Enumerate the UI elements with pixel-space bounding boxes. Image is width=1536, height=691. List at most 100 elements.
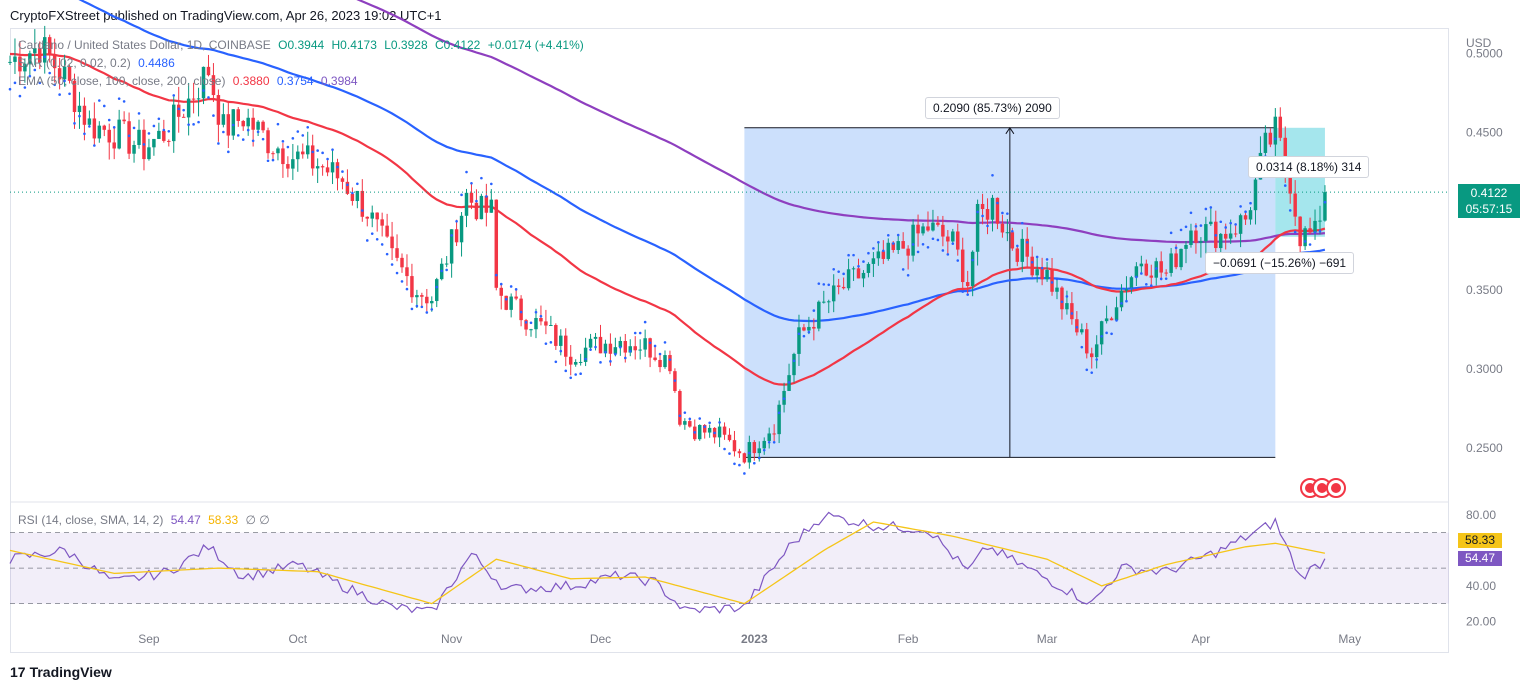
- sar-dot: [177, 107, 181, 111]
- sar-dot: [53, 83, 56, 87]
- sar-dot: [142, 143, 146, 146]
- candle-body: [1263, 132, 1268, 153]
- candle-body: [1050, 269, 1054, 292]
- candle-body: [360, 190, 365, 217]
- candle-body: [648, 338, 652, 358]
- sar-value: 0.4486: [138, 56, 175, 70]
- sar-dot: [807, 330, 811, 334]
- candle-body: [1104, 318, 1109, 322]
- candle-body: [405, 267, 409, 277]
- candle-body: [226, 114, 231, 136]
- sar-dot: [291, 137, 295, 140]
- sar-dot: [331, 148, 334, 151]
- sar-dot: [465, 170, 468, 174]
- candle-body: [102, 125, 107, 130]
- sar-dot: [847, 253, 850, 257]
- candle-body: [246, 117, 250, 127]
- sar-dot: [400, 280, 404, 283]
- candle-body: [301, 151, 305, 155]
- candle-body: [172, 104, 176, 142]
- candle-body: [385, 225, 389, 237]
- sar-dot: [1125, 299, 1128, 303]
- sar-dot: [460, 193, 463, 197]
- candle-body: [1313, 220, 1317, 233]
- candle-body: [970, 251, 975, 287]
- candle-body: [851, 268, 856, 270]
- candle-body: [251, 117, 255, 130]
- sar-dot: [579, 372, 582, 376]
- candle-body: [1099, 321, 1104, 345]
- high-value: H0.4173: [331, 38, 377, 52]
- y-tick-label: 0.3500: [1466, 283, 1503, 297]
- candle-body: [1303, 228, 1307, 247]
- sar-dot: [351, 191, 354, 195]
- sar-dot: [648, 341, 652, 345]
- candle-body: [1233, 233, 1238, 235]
- open-value: O0.3944: [278, 38, 325, 52]
- candle-body: [8, 61, 12, 63]
- sar-dot: [886, 233, 890, 237]
- sar-dot: [222, 130, 225, 134]
- change-value: +0.0174 (+4.41%): [487, 38, 584, 52]
- sar-dot: [152, 124, 156, 128]
- sar-dot: [643, 320, 647, 324]
- candle-body: [638, 349, 642, 351]
- sar-dot: [78, 114, 81, 118]
- sar-dot: [683, 411, 687, 414]
- sar-dot: [956, 259, 960, 262]
- sar-dot: [673, 379, 677, 382]
- candle-body: [524, 320, 528, 330]
- candle-body: [420, 295, 424, 297]
- ema100-value: 0.3754: [276, 74, 314, 88]
- sar-dot: [782, 397, 786, 400]
- sar-dot: [733, 462, 736, 466]
- candle-body: [1283, 137, 1287, 168]
- candle-body: [906, 248, 910, 256]
- sar-dot: [1303, 240, 1307, 243]
- sar-dot: [1234, 223, 1237, 226]
- sar-dot: [1293, 230, 1297, 234]
- sar-dot: [976, 210, 979, 214]
- candle-body: [449, 229, 454, 264]
- candle-body: [28, 53, 32, 64]
- candle-body: [444, 263, 449, 265]
- candle-body: [1010, 232, 1015, 249]
- candle-body: [975, 203, 980, 252]
- sar-dot: [1075, 325, 1079, 329]
- sar-dot: [1040, 266, 1044, 270]
- candle-body: [956, 231, 960, 250]
- candle-body: [196, 98, 201, 100]
- rsi-legend: RSI (14, close, SMA, 14, 2) 54.47 58.33 …: [18, 513, 274, 527]
- candle-body: [1228, 233, 1233, 239]
- x-tick-label: Apr: [1192, 632, 1211, 646]
- candle-body: [33, 48, 37, 54]
- sar-dot: [494, 273, 498, 277]
- sar-dot: [1120, 302, 1123, 305]
- sar-dot: [356, 182, 359, 186]
- sar-dot: [63, 79, 66, 83]
- candle-body: [603, 343, 608, 354]
- sar-dot: [827, 283, 831, 287]
- sar-dot: [1274, 137, 1277, 141]
- candle-body: [1124, 289, 1129, 291]
- y-tick-label: 0.4500: [1466, 126, 1503, 140]
- sar-dot: [688, 417, 692, 421]
- candle-body: [1005, 232, 1010, 234]
- sar-dot: [341, 170, 344, 173]
- sar-dot: [723, 447, 726, 451]
- sar-dot: [326, 157, 329, 161]
- sar-dot: [906, 273, 910, 277]
- sar-dot: [122, 100, 126, 103]
- sar-dot: [1011, 229, 1014, 233]
- candle-body: [722, 426, 727, 435]
- candle-body: [777, 404, 781, 435]
- tradingview-brand[interactable]: 17 TradingView: [10, 664, 112, 680]
- sar-dot: [301, 134, 305, 137]
- sar-dot: [941, 249, 945, 252]
- close-value: C0.4122: [434, 38, 481, 52]
- x-tick-label: Oct: [288, 632, 307, 646]
- candle-body: [176, 104, 181, 117]
- candle-body: [688, 421, 692, 427]
- candle-body: [509, 296, 513, 310]
